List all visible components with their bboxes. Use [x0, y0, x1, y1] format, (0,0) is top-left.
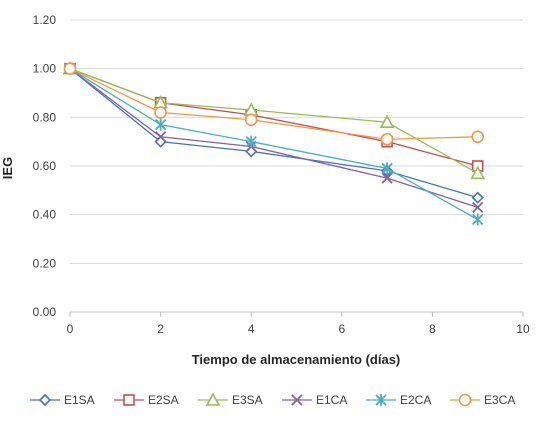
data-point-e3ca	[154, 106, 167, 119]
x-tick-label: 6	[338, 322, 345, 336]
legend-marker-e1sa	[38, 393, 52, 407]
data-point-e3sa	[379, 114, 395, 128]
y-tick-label: 0.60	[33, 159, 57, 173]
legend-marker-e2sa	[123, 394, 135, 406]
y-tick-label: 1.20	[33, 13, 57, 27]
x-tick-label: 10	[516, 322, 530, 336]
series-line-e1sa	[69, 68, 478, 199]
legend-item-e1ca: E1CA	[282, 393, 347, 407]
legend-item-e2ca: E2CA	[366, 393, 431, 407]
legend-label-e3ca: E3CA	[484, 393, 515, 407]
data-point-e3ca	[380, 132, 394, 146]
legend-marker-e3ca	[458, 393, 472, 407]
data-point-e2ca	[154, 118, 167, 131]
legend-label-e2sa: E2SA	[148, 393, 179, 407]
y-tick-label: 1.00	[33, 62, 57, 76]
series-e2ca	[64, 62, 484, 226]
data-point-e1ca	[154, 131, 167, 143]
data-point-e2ca	[472, 213, 484, 226]
legend-marker-e2ca	[375, 394, 387, 406]
legend-item-e3sa: E3SA	[198, 392, 263, 407]
series-line-e3sa	[69, 68, 479, 174]
series-line-e3ca	[69, 68, 478, 140]
legend-label-e2ca: E2CA	[400, 393, 431, 407]
legend-item-e3ca: E3CA	[450, 393, 515, 407]
x-tick-label: 2	[157, 322, 164, 336]
data-point-e3ca	[244, 113, 258, 127]
x-axis-title: Tiempo de almacenamiento (días)	[192, 352, 401, 367]
x-tick-label: 4	[248, 322, 255, 336]
data-point-e2ca	[245, 135, 257, 148]
x-tick-label: 0	[67, 322, 74, 336]
legend-item-e2sa: E2SA	[114, 393, 179, 407]
y-tick-label: 0.00	[33, 305, 57, 319]
legend: E1SA E2SA E3SA E1CA E2CA E3CA	[30, 392, 515, 407]
x-tick-label: 8	[429, 322, 436, 336]
legend-label-e1ca: E1CA	[316, 393, 347, 407]
series-e3sa	[62, 60, 486, 180]
legend-item-e1sa: E1SA	[30, 393, 95, 407]
y-tick-label: 0.40	[33, 208, 57, 222]
data-point-e3ca	[471, 130, 485, 144]
data-point-e1ca	[381, 172, 393, 184]
data-point-e3sa	[470, 165, 486, 180]
legend-label-e3sa: E3SA	[232, 393, 263, 407]
y-tick-label: 0.80	[33, 110, 57, 124]
legend-marker-e3sa	[205, 392, 221, 406]
series-e1sa	[63, 62, 484, 204]
legend-marker-e1ca	[291, 394, 303, 406]
data-point-e1ca	[472, 201, 484, 214]
data-point-e2ca	[381, 162, 393, 175]
data-point-e1sa	[471, 191, 484, 204]
y-tick-label: 0.20	[33, 256, 57, 270]
series-e3ca	[63, 62, 485, 146]
axes: 0.00 0.20 0.40 0.60 0.80 1.00 1.20 0 2 4 6 8 10	[33, 13, 530, 336]
series-group	[62, 60, 486, 226]
gridlines	[70, 19, 523, 264]
data-point-e3ca	[63, 62, 77, 75]
y-axis-title: IEG	[0, 157, 15, 179]
legend-label-e1sa: E1SA	[64, 393, 95, 407]
